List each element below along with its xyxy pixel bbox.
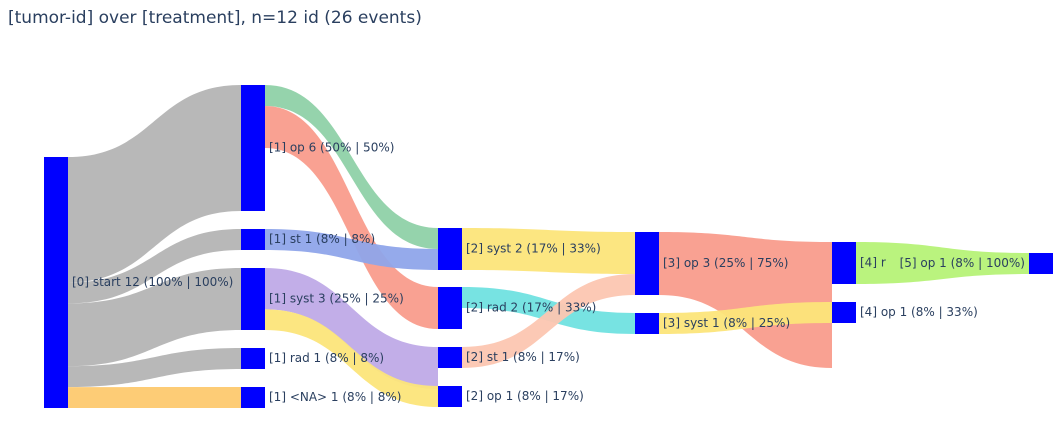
- node-label-syst2: [2] syst 2 (17% | 33%): [466, 242, 601, 256]
- link-syst1-to-op2[interactable]: [265, 309, 438, 407]
- node-st2[interactable]: [438, 347, 462, 368]
- node-label-r4: [4] r: [860, 256, 886, 270]
- link-start-to-rad1[interactable]: [68, 348, 241, 388]
- node-label-op5: [5] op 1 (8% | 100%): [900, 256, 1025, 270]
- link-st1-to-syst2[interactable]: [265, 229, 438, 270]
- node-syst3[interactable]: [635, 313, 659, 334]
- links-layer: [68, 85, 1029, 408]
- node-label-rad1: [1] rad 1 (8% | 8%): [269, 351, 384, 365]
- node-op5[interactable]: [1029, 253, 1053, 274]
- node-syst1[interactable]: [241, 268, 265, 330]
- link-syst1-to-st2[interactable]: [265, 268, 438, 389]
- node-label-op4: [4] op 1 (8% | 33%): [860, 305, 978, 319]
- node-st1[interactable]: [241, 229, 265, 250]
- node-label-st2: [2] st 1 (8% | 17%): [466, 350, 580, 364]
- link-syst3-to-op4[interactable]: [659, 302, 832, 334]
- link-syst2-to-op3[interactable]: [462, 228, 635, 274]
- link-st2-to-op3[interactable]: [462, 274, 635, 368]
- node-rad2[interactable]: [438, 287, 462, 329]
- node-rad1[interactable]: [241, 348, 265, 369]
- labels-layer: [0] start 12 (100% | 100%) [1] op 6 (50% …: [72, 141, 1025, 405]
- link-start-to-na1[interactable]: [68, 387, 241, 408]
- node-label-syst3: [3] syst 1 (8% | 25%): [663, 316, 790, 330]
- node-op3[interactable]: [635, 232, 659, 295]
- chart-title: [tumor-id] over [treatment], n=12 id (26…: [8, 8, 422, 28]
- node-label-syst1: [1] syst 3 (25% | 25%): [269, 292, 404, 306]
- link-start-to-st1[interactable]: [68, 229, 241, 304]
- link-op1-to-syst2[interactable]: [265, 85, 438, 249]
- node-label-op1: [1] op 6 (50% | 50%): [269, 141, 394, 155]
- nodes-layer: [44, 85, 1053, 408]
- link-start-to-syst1[interactable]: [68, 268, 241, 367]
- node-label-start: [0] start 12 (100% | 100%): [72, 275, 233, 289]
- node-label-rad2: [2] rad 2 (17% | 33%): [466, 301, 596, 315]
- node-label-na1: [1] <NA> 1 (8% | 8%): [269, 390, 401, 404]
- node-label-op2: [2] op 1 (8% | 17%): [466, 389, 584, 403]
- link-r4-to-op5[interactable]: [856, 242, 1029, 284]
- link-start-to-op1[interactable]: [68, 85, 241, 283]
- node-label-op3: [3] op 3 (25% | 75%): [663, 256, 788, 270]
- node-na1[interactable]: [241, 387, 265, 408]
- link-op3-to-r4[interactable]: [659, 232, 832, 368]
- link-op1-to-rad2[interactable]: [265, 106, 438, 329]
- node-op1[interactable]: [241, 85, 265, 211]
- node-r4[interactable]: [832, 242, 856, 284]
- node-label-st1: [1] st 1 (8% | 8%): [269, 232, 375, 246]
- node-start[interactable]: [44, 157, 68, 408]
- node-op2[interactable]: [438, 386, 462, 407]
- node-op4[interactable]: [832, 302, 856, 323]
- node-syst2[interactable]: [438, 228, 462, 270]
